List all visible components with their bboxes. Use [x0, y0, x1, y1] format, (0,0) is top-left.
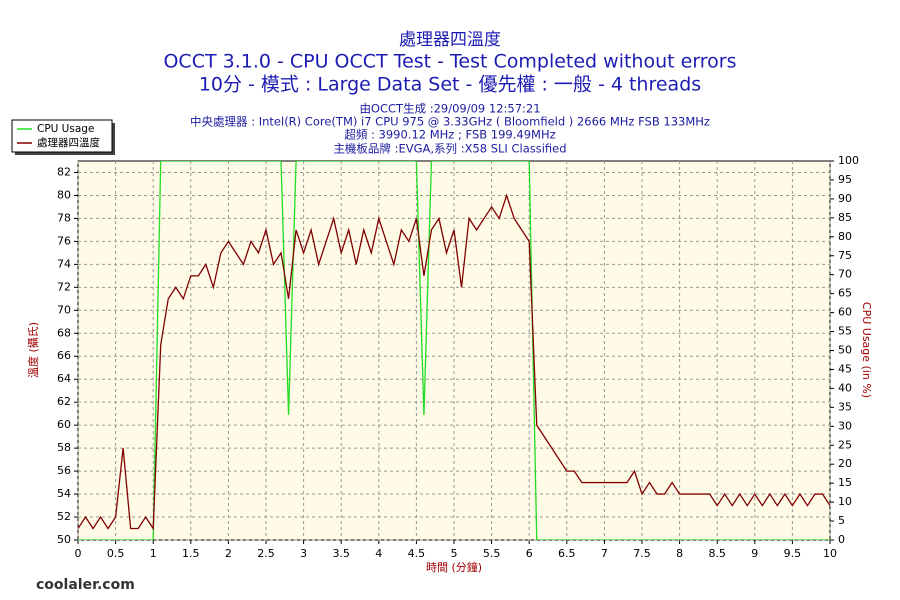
y2-tick-label: 50: [838, 344, 852, 357]
x-tick-label: 7: [601, 547, 608, 560]
y2-tick-label: 75: [838, 249, 852, 262]
x-tick-label: 8.5: [708, 547, 726, 560]
watermark: coolaler.com: [36, 577, 135, 593]
y2-tick-label: 5: [838, 514, 845, 527]
title-line: 10分 - 模式 : Large Data Set - 優先權 : 一般 - 4…: [199, 74, 701, 96]
y2-tick-label: 30: [838, 419, 852, 432]
y2-tick-label: 60: [838, 306, 852, 319]
y-tick-label: 58: [57, 441, 71, 454]
y2-axis-label: CPU Usage (in %): [860, 302, 873, 398]
legend-label: 處理器四溫度: [37, 136, 100, 149]
y2-tick-label: 45: [838, 362, 852, 375]
x-tick-label: 6: [526, 547, 533, 560]
subtitle-line: 主機板品牌 :EVGA,系列 :X58 SLI Classified: [333, 142, 566, 156]
x-tick-label: 6.5: [558, 547, 576, 560]
y2-tick-label: 0: [838, 533, 845, 546]
y-tick-label: 82: [57, 165, 71, 178]
legend-label: CPU Usage: [37, 123, 94, 135]
y-tick-label: 64: [57, 372, 71, 385]
y2-tick-label: 55: [838, 325, 852, 338]
title-line: 處理器四溫度: [399, 30, 501, 50]
y2-tick-label: 100: [838, 154, 859, 167]
y-tick-label: 70: [57, 303, 71, 316]
subtitle-line: 中央處理器 : Intel(R) Core(TM) i7 CPU 975 @ 3…: [190, 115, 710, 129]
subtitle-line: 超頻 : 3990.12 MHz ; FSB 199.49MHz: [344, 128, 555, 142]
x-tick-label: 7.5: [633, 547, 651, 560]
x-tick-label: 4.5: [408, 547, 426, 560]
x-tick-label: 9: [751, 547, 758, 560]
legend: [11, 119, 113, 153]
y2-tick-label: 40: [838, 381, 852, 394]
y-tick-label: 80: [57, 188, 71, 201]
y2-tick-label: 90: [838, 192, 852, 205]
y2-tick-label: 15: [838, 476, 852, 489]
x-tick-label: 8: [676, 547, 683, 560]
y2-tick-label: 10: [838, 495, 852, 508]
y2-tick-label: 85: [838, 211, 852, 224]
x-tick-label: 10: [823, 547, 837, 560]
y-tick-label: 76: [57, 234, 71, 247]
x-tick-label: 0.5: [107, 547, 125, 560]
y-tick-label: 56: [57, 464, 71, 477]
x-tick-label: 9.5: [784, 547, 802, 560]
y-tick-label: 50: [57, 533, 71, 546]
subtitle-line: 由OCCT生成 :29/09/09 12:57:21: [359, 102, 540, 116]
x-tick-label: 2: [225, 547, 232, 560]
y2-tick-label: 80: [838, 230, 852, 243]
y-tick-label: 66: [57, 349, 71, 362]
x-tick-label: 0: [75, 547, 82, 560]
x-tick-label: 1.5: [182, 547, 200, 560]
y-tick-label: 78: [57, 211, 71, 224]
x-tick-label: 3.5: [332, 547, 350, 560]
x-tick-label: 5.5: [483, 547, 501, 560]
y-tick-label: 68: [57, 326, 71, 339]
title-line: OCCT 3.1.0 - CPU OCCT Test - Test Comple…: [163, 51, 736, 73]
y2-tick-label: 95: [838, 173, 852, 186]
y-tick-label: 62: [57, 395, 71, 408]
x-tick-label: 5: [451, 547, 458, 560]
x-tick-label: 1: [150, 547, 157, 560]
x-axis-label: 時間 (分鐘): [426, 560, 482, 574]
y-tick-label: 54: [57, 487, 71, 500]
y-tick-label: 60: [57, 418, 71, 431]
y-axis-label: 溫度 (攝氏): [26, 322, 40, 378]
y2-tick-label: 65: [838, 287, 852, 300]
y2-tick-label: 20: [838, 457, 852, 470]
y-tick-label: 72: [57, 280, 71, 293]
y2-tick-label: 25: [838, 438, 852, 451]
y2-tick-label: 35: [838, 400, 852, 413]
y-tick-label: 52: [57, 510, 71, 523]
line-series: [78, 193, 830, 531]
x-tick-label: 3: [300, 547, 307, 560]
y-tick-label: 74: [57, 257, 71, 270]
y2-tick-label: 70: [838, 268, 852, 281]
plot-area: [77, 160, 831, 541]
x-tick-label: 4: [375, 547, 382, 560]
x-tick-label: 2.5: [257, 547, 275, 560]
